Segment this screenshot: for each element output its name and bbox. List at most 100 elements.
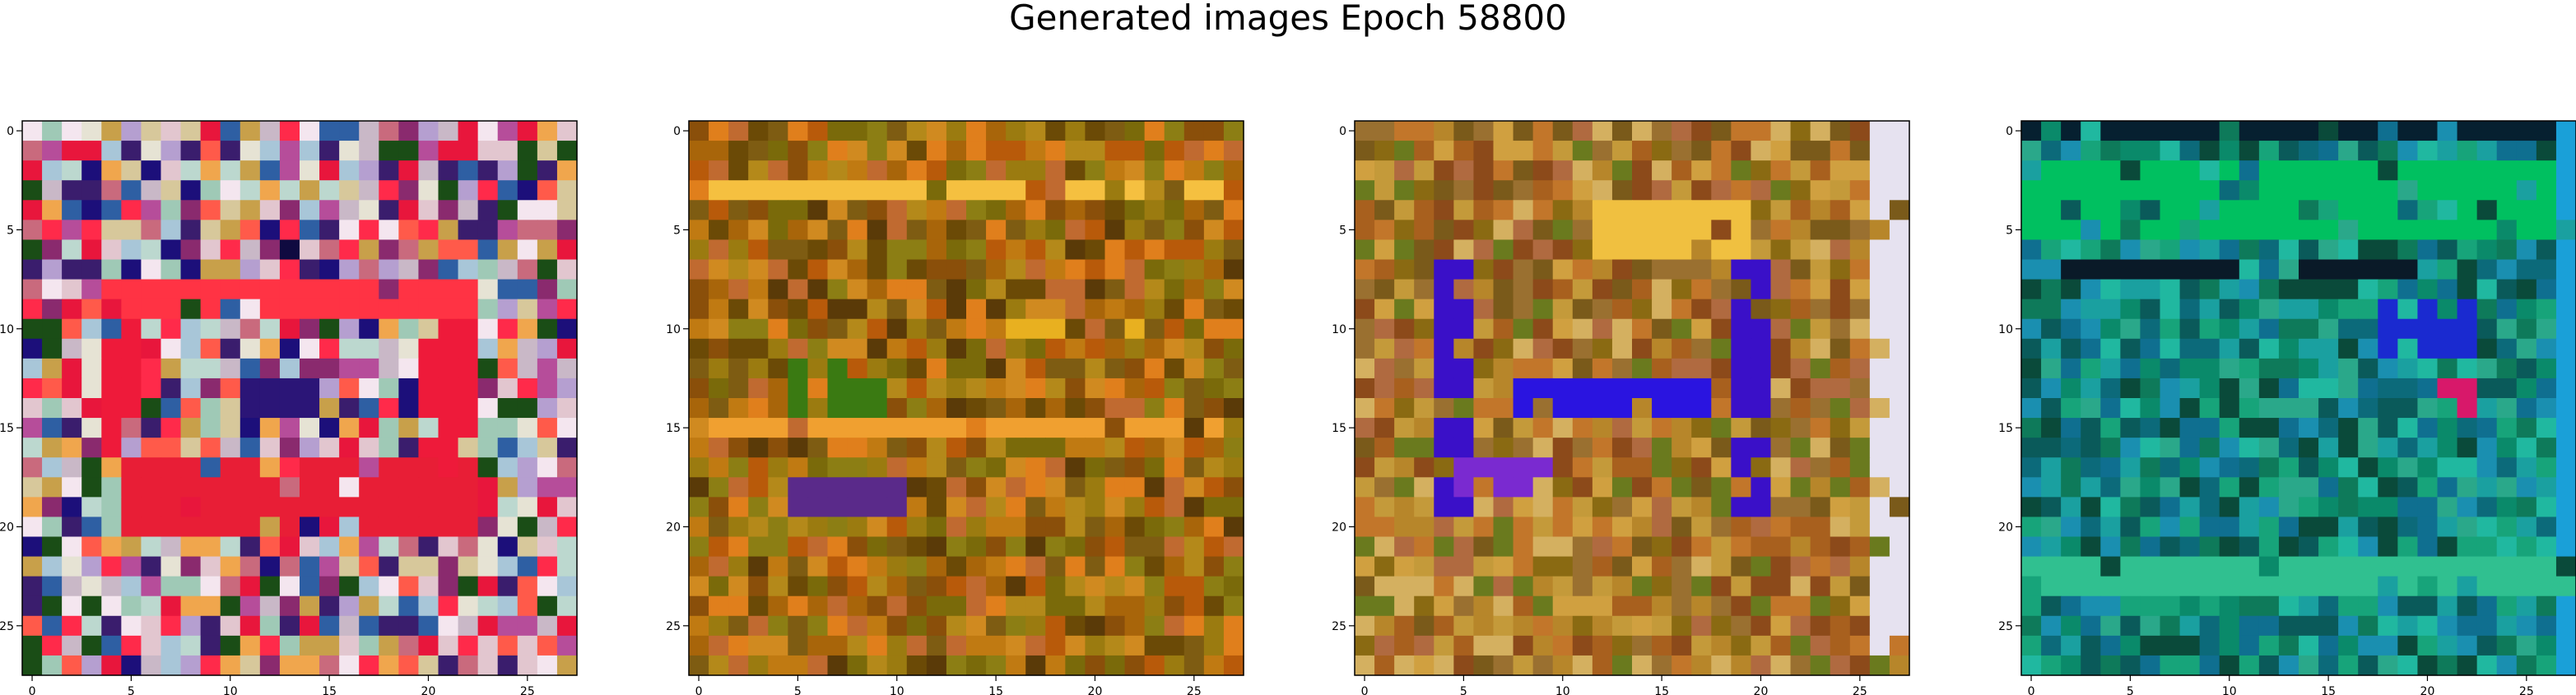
pixel-cell (827, 200, 849, 220)
pixel-cell (2397, 378, 2419, 399)
pixel-cell (2140, 160, 2161, 181)
pixel-cell (2140, 220, 2161, 241)
pixel-cell (2417, 121, 2439, 141)
pixel-cell (259, 239, 281, 261)
pixel-cell (339, 536, 360, 558)
pixel-cell (2100, 517, 2121, 538)
pixel-cell (1006, 655, 1026, 676)
pixel-cell (1572, 398, 1593, 419)
pixel-cell (1493, 338, 1514, 359)
pixel-cell (2397, 418, 2419, 438)
pixel-cell (418, 160, 439, 181)
pixel-cell (1183, 318, 1205, 340)
pixel-cell (906, 279, 928, 300)
pixel-cell (1394, 299, 1415, 320)
pixel-cell (1731, 635, 1752, 656)
pixel-cell (1394, 635, 1415, 656)
pixel-cell (2318, 497, 2339, 518)
pixel-cell (1045, 536, 1066, 558)
pixel-cell (1045, 239, 1066, 261)
pixel-cell (2318, 259, 2339, 280)
pixel-cell (748, 318, 769, 340)
pixel-cell (2041, 398, 2062, 419)
pixel-cell (1374, 576, 1395, 597)
pixel-cell (2437, 556, 2458, 577)
pixel-cell (1691, 457, 1712, 478)
pixel-cell (2299, 576, 2319, 597)
pixel-cell (2437, 536, 2458, 558)
pixel-cell (2100, 180, 2121, 201)
pixel-cell (1869, 200, 1890, 220)
pixel-cell (1144, 358, 1165, 379)
pixel-cell (517, 635, 538, 656)
pixel-cell (180, 398, 202, 419)
pixel-cell (438, 141, 459, 161)
pixel-cell (1374, 595, 1395, 617)
pixel-cell (2516, 655, 2537, 676)
pixel-cell (748, 200, 769, 220)
pixel-cell (2021, 180, 2042, 201)
pixel-cell (1355, 615, 1375, 637)
pixel-cell (2061, 220, 2081, 241)
pixel-cell (220, 200, 241, 220)
pixel-cell (1065, 160, 1086, 181)
pixel-cell (2140, 279, 2161, 300)
pixel-cell (1632, 160, 1653, 181)
pixel-cell (709, 517, 729, 538)
pixel-cell (200, 595, 221, 617)
pixel-cell (477, 299, 499, 320)
pixel-cell (517, 457, 538, 478)
pixel-cell (1085, 418, 1106, 438)
pixel-cell (1532, 418, 1554, 438)
pixel-cell (1632, 279, 1653, 300)
pixel-cell (477, 556, 499, 577)
pixel-cell (2338, 200, 2359, 220)
pixel-cell (438, 556, 459, 577)
pixel-cell (2100, 556, 2121, 577)
pixel-cell (300, 576, 320, 597)
pixel-cell (1144, 655, 1165, 676)
pixel-cell (2179, 477, 2201, 498)
pixel-cell (1532, 160, 1554, 181)
pixel-cell (1085, 655, 1106, 676)
pixel-cell (2437, 378, 2458, 399)
pixel-cell (2258, 418, 2280, 438)
pixel-cell (1065, 398, 1086, 419)
pixel-cell (1124, 418, 1146, 438)
pixel-cell (2397, 457, 2419, 478)
pixel-cell (1770, 279, 1792, 300)
pixel-cell (101, 220, 122, 241)
pixel-cell (2278, 398, 2299, 419)
pixel-cell (2338, 358, 2359, 379)
pixel-cell (946, 536, 967, 558)
pixel-cell (537, 220, 558, 241)
pixel-cell (1144, 615, 1165, 637)
pixel-cell (556, 398, 578, 419)
pixel-cell (1045, 635, 1066, 656)
pixel-cell (2100, 615, 2121, 637)
pixel-cell (1104, 358, 1126, 379)
pixel-cell (1513, 279, 1534, 300)
pixel-cell (556, 259, 578, 280)
pixel-cell (1810, 318, 1831, 340)
pixel-cell (300, 536, 320, 558)
pixel-cell (2081, 200, 2101, 220)
x-tick-label: 10 (223, 685, 238, 695)
pixel-cell (1691, 576, 1712, 597)
pixel-cell (1065, 299, 1086, 320)
pixel-cell (2041, 615, 2062, 637)
pixel-cell (1513, 635, 1534, 656)
pixel-cell (2417, 338, 2439, 359)
pixel-cell (709, 398, 729, 419)
pixel-cell (2278, 378, 2299, 399)
pixel-cell (1830, 517, 1851, 538)
pixel-cell (239, 338, 261, 359)
pixel-cell (2120, 457, 2141, 478)
pixel-cell (2417, 141, 2439, 161)
pixel-cell (121, 418, 142, 438)
pixel-cell (121, 635, 142, 656)
pixel-cell (2179, 141, 2201, 161)
pixel-cell (1611, 180, 1633, 201)
pixel-cell (2457, 556, 2478, 577)
pixel-cell (279, 239, 300, 261)
